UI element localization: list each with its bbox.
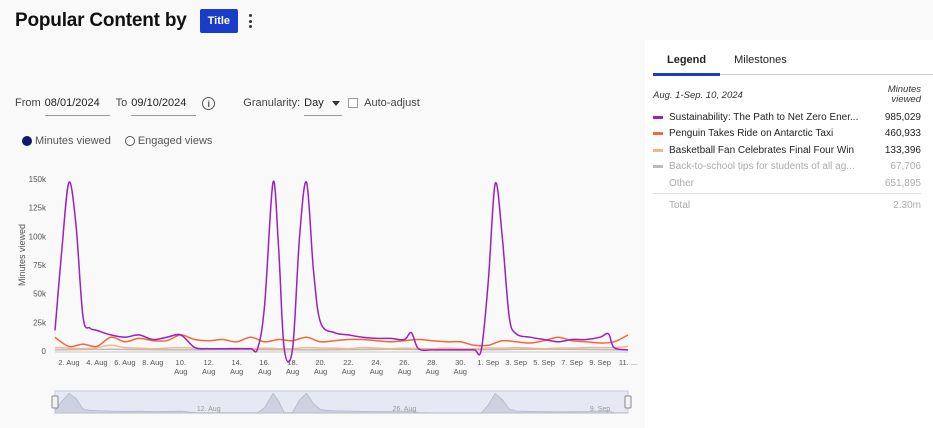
group-by-title-button[interactable]: Title: [199, 9, 239, 33]
to-label: To: [115, 97, 128, 109]
series-line[interactable]: [54, 180, 629, 363]
legend-list: Sustainability: The Path to Net Zero Ene…: [653, 109, 921, 214]
legend-value: 985,029: [884, 111, 921, 123]
legend-total-value: 2.30m: [893, 200, 921, 212]
x-tick-label: 4. Aug: [86, 358, 107, 367]
legend-name: Basketball Fan Celebrates Final Four Win: [669, 144, 855, 156]
legend-header: Aug. 1-Sep. 10, 2024 Minutes viewed: [653, 83, 921, 107]
x-tick-label: 3. Sep: [505, 358, 527, 367]
info-icon[interactable]: i: [202, 97, 216, 110]
legend-swatch: [653, 132, 663, 136]
from-date-input[interactable]: 08/01/2024: [44, 92, 110, 116]
legend-row[interactable]: Other 651,895: [653, 175, 921, 192]
legend-swatch: [653, 115, 663, 119]
y-tick-label: 75k: [33, 261, 47, 270]
y-tick-label: 0: [42, 347, 47, 356]
legend-value: 460,933: [884, 128, 921, 140]
y-axis-label: Minutes viewed: [17, 224, 27, 286]
header: Popular Content by Title: [15, 8, 253, 34]
navigator-track: [54, 390, 629, 414]
legend-value: 651,895: [884, 177, 921, 189]
radio-selected-icon: [22, 136, 32, 146]
x-tick-label: 26. Aug: [398, 358, 411, 376]
granularity-label: Granularity:: [243, 97, 301, 109]
radio-unselected-icon: [124, 136, 135, 146]
legend-tabs: Legend Milestones: [653, 50, 933, 76]
to-date-input[interactable]: 09/10/2024: [131, 92, 197, 116]
granularity-value: Day: [304, 97, 324, 109]
x-tick-label: 11. ...: [619, 358, 637, 367]
series-line[interactable]: [54, 334, 629, 348]
range-navigator[interactable]: 12. Aug 26. Aug 9. Sep: [51, 390, 632, 414]
legend-name: Other: [669, 177, 695, 189]
x-tick-label: 18. Aug: [286, 358, 299, 376]
x-tick-label: 16. Aug: [258, 358, 271, 376]
x-tick-label: 28. Aug: [426, 358, 439, 376]
auto-adjust-checkbox[interactable]: [348, 98, 359, 108]
x-tick-label: 14. Aug: [230, 358, 243, 376]
x-tick-label: 6. Aug: [114, 358, 135, 367]
legend-row[interactable]: Penguin Takes Ride on Antarctic Taxi 460,…: [653, 126, 921, 143]
legend-name: Back-to-school tips for students of all …: [669, 161, 855, 173]
x-tick-label: 22. Aug: [342, 358, 355, 376]
x-tick-label: 1. Sep: [477, 358, 499, 367]
legend-row[interactable]: Back-to-school tips for students of all …: [653, 159, 921, 176]
legend-value: 67,706: [890, 161, 921, 173]
date-controls: From 08/01/2024 To 09/10/2024 i Granular…: [15, 92, 424, 118]
auto-adjust-label: Auto-adjust: [364, 97, 420, 109]
metric-toggle: Minutes viewed Engaged views: [22, 135, 226, 147]
series-line[interactable]: [54, 348, 629, 351]
y-tick-label: 25k: [33, 318, 47, 327]
x-tick-label: 30. Aug: [454, 358, 467, 376]
navigator-handle[interactable]: [51, 395, 59, 409]
granularity-select[interactable]: Day: [304, 92, 343, 116]
page-title: Popular Content by: [15, 10, 187, 31]
navigator-label: 12. Aug: [197, 406, 221, 413]
legend-swatch: [653, 165, 663, 169]
y-tick-label: 125k: [29, 204, 47, 213]
legend-name: Sustainability: The Path to Net Zero Ene…: [669, 111, 859, 123]
x-tick-label: 24. Aug: [370, 358, 383, 376]
metric-engaged-views[interactable]: Engaged views: [124, 135, 212, 147]
from-label: From: [15, 97, 41, 109]
y-tick-label: 50k: [33, 290, 47, 299]
navigator-label: 9. Sep: [590, 406, 610, 413]
x-tick-label: 20. Aug: [314, 358, 327, 376]
x-tick-label: 12. Aug: [202, 358, 215, 376]
legend-total-label: Total: [669, 200, 691, 212]
x-tick-label: 5. Sep: [533, 358, 555, 367]
series-line[interactable]: [54, 344, 629, 350]
x-tick-label: 9. Sep: [589, 358, 611, 367]
legend-swatch: [653, 182, 663, 185]
x-tick-label: 10. Aug: [174, 358, 187, 376]
legend-divider: [653, 192, 921, 194]
navigator-label: 26. Aug: [393, 406, 417, 413]
legend-date-range: Aug. 1-Sep. 10, 2024: [653, 90, 743, 101]
y-tick-label: 100k: [29, 232, 47, 241]
more-options-icon[interactable]: [247, 14, 253, 28]
navigator-handle[interactable]: [624, 395, 632, 409]
navigator-series: [54, 392, 629, 414]
x-tick-label: 8. Aug: [142, 358, 163, 367]
legend-row[interactable]: Basketball Fan Celebrates Final Four Win…: [653, 142, 921, 159]
y-tick-label: 150k: [29, 175, 47, 184]
legend-total-row: Total 2.30m: [653, 198, 921, 215]
line-chart[interactable]: Minutes viewed 0 25k 50k 75k 100k 125k 150k 2.…: [0, 165, 645, 428]
legend-value: 133,396: [884, 144, 921, 156]
tab-legend[interactable]: Legend: [653, 50, 721, 76]
legend-row[interactable]: Sustainability: The Path to Net Zero Ene…: [653, 109, 921, 126]
legend-unit: Minutes viewed: [887, 84, 921, 105]
legend-name: Penguin Takes Ride on Antarctic Taxi: [669, 128, 834, 140]
x-tick-label: 7. Sep: [561, 358, 583, 367]
metric-minutes-viewed[interactable]: Minutes viewed: [22, 135, 111, 147]
legend-swatch: [653, 148, 663, 152]
x-tick-label: 2. Aug: [58, 358, 79, 367]
legend-panel: Legend Milestones Aug. 1-Sep. 10, 2024 M…: [645, 40, 933, 428]
caret-down-icon: [332, 101, 341, 106]
tab-milestones[interactable]: Milestones: [734, 54, 787, 66]
